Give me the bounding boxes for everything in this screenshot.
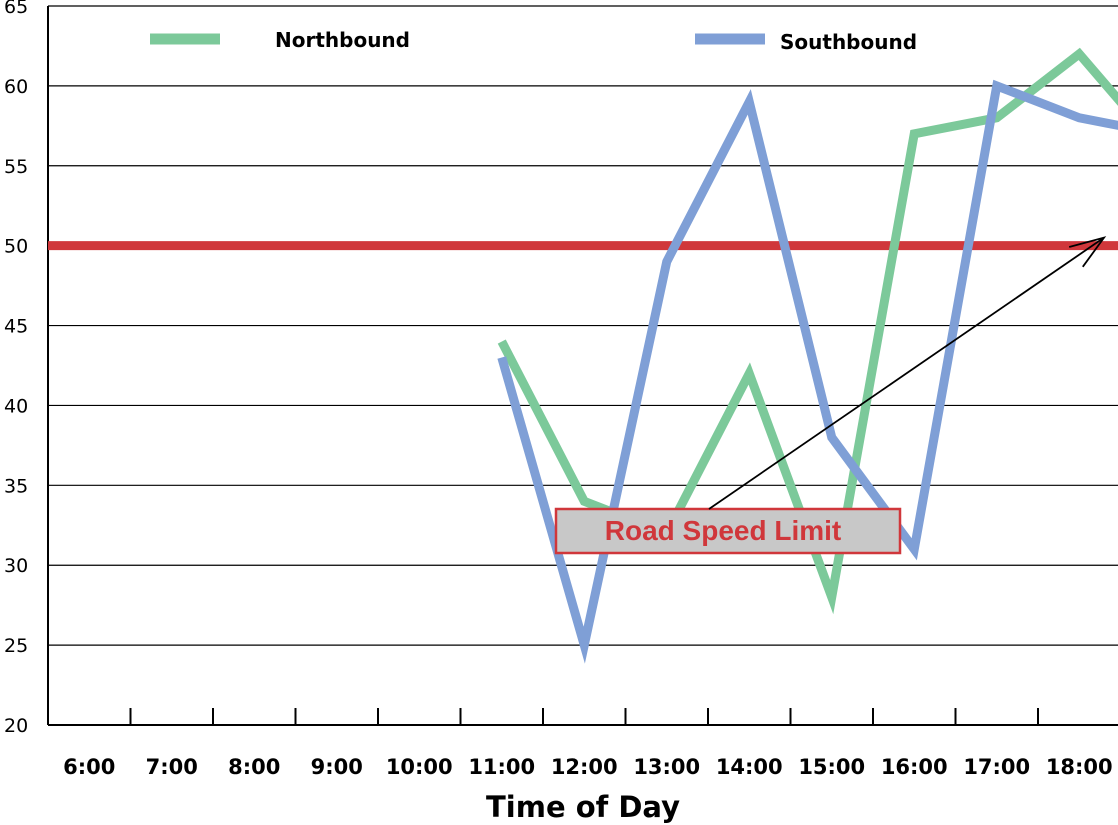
legend-label-northbound: Northbound [275,28,410,52]
y-tick-label: 45 [4,316,28,338]
grid-lines [48,85,1118,646]
x-tick-label: 17:00 [963,755,1030,779]
legend: Northbound Southbound [150,28,917,54]
axes [47,5,1118,726]
annotation-label: Road Speed Limit [605,515,841,546]
y-tick-label: 30 [4,555,28,577]
x-tick-label: 14:00 [716,755,783,779]
annotation-box [554,507,902,555]
x-tick-label: 8:00 [228,755,280,779]
x-tick-label: 6:00 [63,755,115,779]
y-tick-label: 35 [4,475,28,497]
x-tick-label: 15:00 [798,755,865,779]
series-lines [497,47,1118,664]
annotation-arrow-shaft [708,236,1105,510]
x-tick-label: 9:00 [311,755,363,779]
x-tick-label: 12:00 [551,755,618,779]
annotation-arrow-head [1068,236,1107,268]
x-tick-labels: 6:00 7:00 8:00 9:00 10:00 11:00 12:00 13:00 14:0… [63,755,1113,779]
y-tick-label: 65 [4,0,28,18]
y-tick-label: 55 [4,156,28,178]
y-tick-label: 50 [4,236,28,258]
annotation: Road Speed Limit [554,236,1107,555]
x-tick-label: 16:00 [881,755,948,779]
legend-label-southbound: Southbound [780,30,917,54]
y-tick-label: 20 [4,715,28,737]
x-tick-label: 11:00 [468,755,535,779]
x-tick-label: 7:00 [146,755,198,779]
x-tick-label: 13:00 [633,755,700,779]
y-tick-label: 40 [4,395,28,417]
x-axis-title: Time of Day [486,790,680,824]
y-tick-label: 60 [4,76,28,98]
y-tick-label: 25 [4,635,28,657]
series-line-southbound [497,79,1118,664]
x-tick-label: 18:00 [1046,755,1113,779]
x-tick-label: 10:00 [386,755,453,779]
y-tick-labels: 20 25 30 35 40 45 50 55 60 65 [4,0,28,737]
